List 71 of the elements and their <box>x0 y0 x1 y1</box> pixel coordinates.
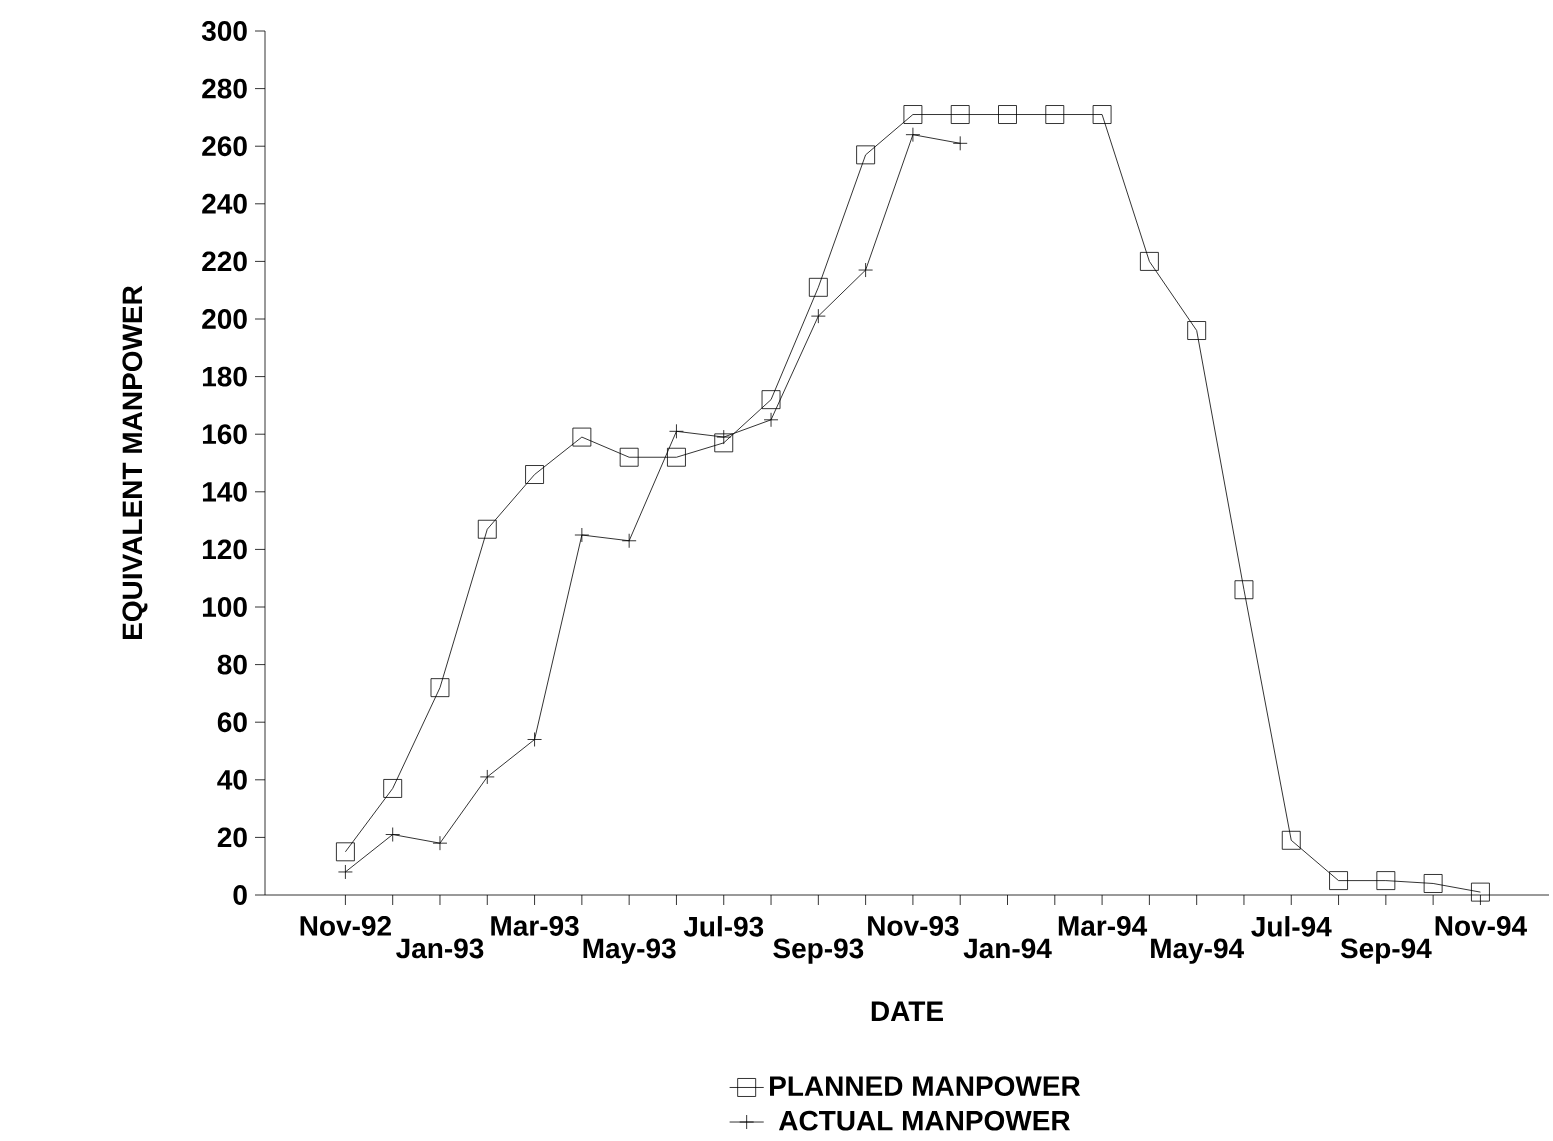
point <box>619 447 639 467</box>
point <box>810 308 826 324</box>
point <box>477 519 497 539</box>
point <box>432 835 448 851</box>
y-tick-label: 40 <box>217 769 247 790</box>
x-tick-label: Nov-94 <box>1435 915 1527 936</box>
x-tick-label: May-93 <box>583 938 676 964</box>
point <box>1139 251 1159 271</box>
point <box>1281 830 1301 850</box>
point <box>1234 580 1254 599</box>
y-tick-label: 0 <box>233 884 247 905</box>
y-tick-label: 160 <box>202 424 247 444</box>
point <box>761 390 781 409</box>
y-tick-label: 120 <box>202 539 247 560</box>
y-tick-label: 200 <box>202 308 247 329</box>
y-tick-label: 20 <box>217 827 247 848</box>
x-tick-label: Mar-94 <box>1058 915 1148 936</box>
point <box>808 277 828 297</box>
x-tick-label: Jul-94 <box>1251 915 1332 937</box>
x-tick-label: Mar-93 <box>491 915 579 936</box>
point <box>669 423 684 439</box>
point <box>1187 320 1207 340</box>
y-tick-label: 260 <box>202 136 247 156</box>
point <box>527 731 542 747</box>
x-tick-label: Jan-93 <box>396 938 484 959</box>
x-tick-label: Jul-93 <box>683 915 764 937</box>
y-tick-label: 60 <box>217 712 247 732</box>
point <box>952 135 968 151</box>
point <box>621 533 637 549</box>
point <box>572 427 592 447</box>
point <box>430 678 450 697</box>
point <box>858 262 874 278</box>
point <box>714 433 734 453</box>
x-axis-title: DATE <box>871 1001 943 1021</box>
point <box>479 769 495 785</box>
y-tick-label: 100 <box>202 596 247 617</box>
point <box>1045 104 1065 124</box>
point <box>905 127 921 142</box>
x-tick-label: Nov-92 <box>300 915 391 936</box>
point <box>336 842 355 862</box>
point <box>383 778 403 798</box>
y-tick-label: 80 <box>217 654 247 675</box>
y-axis-title: EQUIVALENT MANPOWER <box>122 285 148 639</box>
x-tick-label: May-94 <box>1151 938 1244 964</box>
y-tick-label: 240 <box>202 193 247 214</box>
x-tick-label: Nov-93 <box>868 915 959 936</box>
x-tick-label: Sep-94 <box>1340 938 1432 964</box>
legend-label: PLANNED MANPOWER <box>770 1076 1081 1096</box>
point <box>1092 104 1112 124</box>
point <box>574 527 590 543</box>
point <box>1471 882 1490 902</box>
point <box>1376 871 1396 890</box>
legend-label: ACTUAL MANPOWER <box>778 1110 1071 1131</box>
point <box>763 412 779 428</box>
y-tick-label: 220 <box>202 251 247 272</box>
point <box>856 145 876 165</box>
point <box>525 464 544 484</box>
point <box>903 104 923 124</box>
x-tick-label: Sep-93 <box>773 938 864 964</box>
y-tick-label: 300 <box>201 20 247 41</box>
point <box>1329 871 1348 890</box>
y-tick-label: 140 <box>202 481 247 502</box>
y-tick-label: 280 <box>202 78 247 99</box>
point <box>716 429 732 445</box>
point <box>385 826 401 842</box>
point <box>338 864 353 880</box>
point <box>950 104 970 124</box>
x-tick-label: Jan-94 <box>963 938 1052 959</box>
point <box>1423 873 1443 893</box>
point <box>667 447 686 467</box>
y-tick-label: 180 <box>202 366 247 387</box>
